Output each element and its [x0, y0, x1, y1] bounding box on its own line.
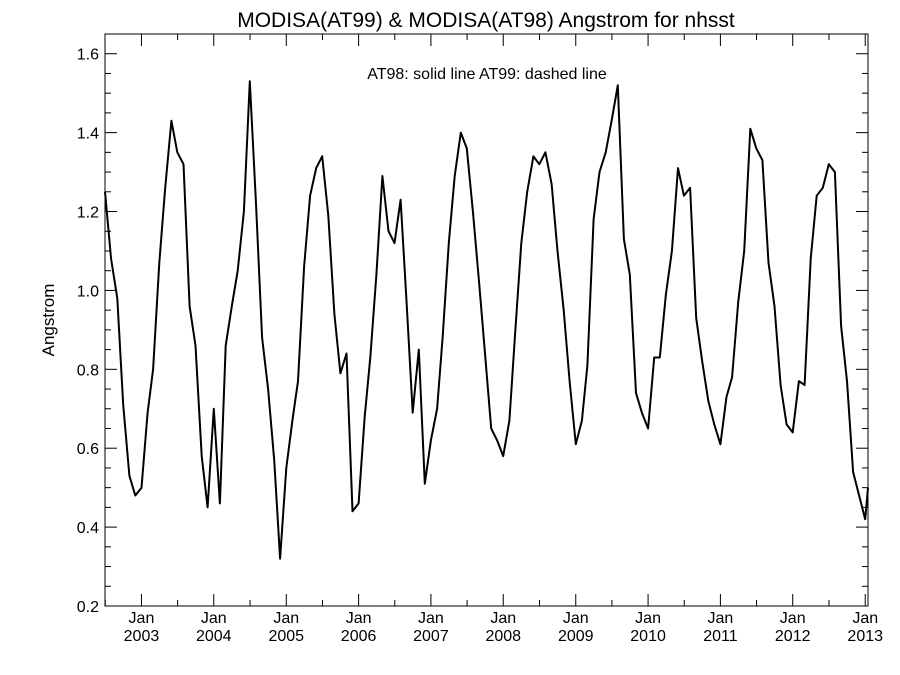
x-tick-month-label: Jan [707, 610, 733, 627]
x-tick-year-label: 2004 [196, 628, 232, 645]
x-tick-month-label: Jan [852, 610, 878, 627]
x-tick-year-label: 2007 [413, 628, 449, 645]
y-tick-label: 1.0 [77, 283, 99, 300]
x-tick-year-label: 2013 [847, 628, 883, 645]
x-tick-month-label: Jan [490, 610, 516, 627]
y-tick-label: 1.4 [77, 126, 99, 143]
series-layer [104, 80, 869, 560]
y-tick-label: 0.2 [77, 599, 99, 616]
x-tick-year-label: 2003 [124, 628, 160, 645]
x-tick-month-label: Jan [273, 610, 299, 627]
y-axis-label: Angstrom [39, 284, 58, 357]
y-tick-label: 1.6 [77, 47, 99, 64]
y-tick-label: 1.2 [77, 205, 99, 222]
x-tick-month-label: Jan [201, 610, 227, 627]
x-tick-year-label: 2010 [630, 628, 666, 645]
y-tick-label: 0.6 [77, 441, 99, 458]
line-style-annotation: AT98: solid line AT99: dashed line [367, 66, 607, 83]
plot-frame [104, 33, 869, 607]
x-axis: Jan2003Jan2004Jan2005Jan2006Jan2007Jan20… [104, 34, 883, 645]
x-tick-year-label: 2006 [341, 628, 377, 645]
x-tick-year-label: 2005 [268, 628, 304, 645]
x-tick-year-label: 2008 [485, 628, 521, 645]
x-tick-month-label: Jan [563, 610, 589, 627]
y-tick-label: 0.8 [77, 362, 99, 379]
chart-title: MODISA(AT99) & MODISA(AT98) Angstrom for… [237, 9, 735, 32]
y-axis: 0.2 0.4 0.6 0.8 1.0 1.2 1.4 1.6 [77, 47, 868, 616]
x-tick-year-label: 2009 [558, 628, 594, 645]
x-tick-month-label: Jan [635, 610, 661, 627]
x-tick-month-label: Jan [129, 610, 155, 627]
x-tick-year-label: 2012 [775, 628, 811, 645]
x-tick-month-label: Jan [346, 610, 372, 627]
y-tick-label: 0.4 [77, 520, 99, 537]
series-line-solid [104, 80, 869, 560]
x-tick-year-label: 2011 [703, 628, 738, 645]
x-tick-month-label: Jan [418, 610, 444, 627]
x-tick-month-label: Jan [780, 610, 806, 627]
